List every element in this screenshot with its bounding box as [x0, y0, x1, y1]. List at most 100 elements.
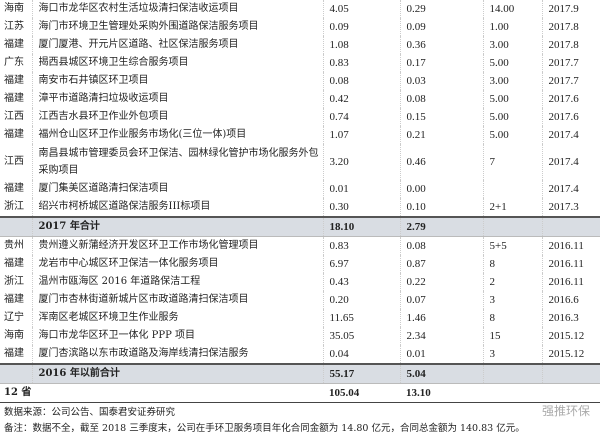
table-row: 海南 海口市龙华区农村生活垃圾清扫保洁收运项目 4.05 0.29 14.00 2017.…	[0, 0, 600, 18]
province-cell: 江西	[4, 111, 24, 122]
annual-amount-cell: 0.00	[399, 180, 483, 198]
annual-amount-cell: 1.46	[399, 309, 483, 327]
date-cell: 2017.4	[541, 126, 600, 144]
years-cell: 5+5	[482, 236, 542, 255]
date-cell: 2016.11	[541, 273, 600, 291]
years-cell: 5.00	[482, 126, 542, 144]
province-cell: 广东	[4, 57, 24, 68]
province-cell: 辽宁	[4, 312, 24, 323]
total-amount-cell: 0.04	[322, 345, 400, 364]
years-cell: 5.00	[482, 108, 542, 126]
date-cell: 2017.8	[541, 36, 600, 54]
date-cell: 2015.12	[541, 327, 600, 345]
province-cell: 福建	[4, 129, 24, 140]
total-amount-cell: 0.42	[322, 90, 400, 108]
years-cell: 7	[482, 144, 542, 180]
table-row: 福建 福州仓山区环卫作业服务市场化(三位一体)项目 1.07 0.21 5.00 2017…	[0, 126, 600, 144]
total-amount-cell: 35.05	[322, 327, 400, 345]
table-row: 江西 江西吉水县环卫作业外包项目 0.74 0.15 5.00 2017.6	[0, 108, 600, 126]
table-row: 江西 南昌县城市管理委员会环卫保洁、园林绿化管护市场化服务外包采购项目 3.20 0.…	[0, 144, 600, 180]
date-cell: 2017.8	[541, 18, 600, 36]
province-cell: 福建	[4, 294, 24, 305]
project-name-cell: 南昌县城市管理委员会环卫保洁、园林绿化管护市场化服务外包采购项目	[31, 144, 323, 180]
table-row: 贵州 贵州遵义新蒲经济开发区环卫工作市场化管理项目 0.83 0.08 5+5 2016.…	[0, 236, 600, 255]
years-cell: 3	[482, 345, 542, 364]
project-name-cell: 厦门厦港、开元片区道路、社区保洁服务项目	[31, 36, 323, 54]
annual-amount-cell: 0.08	[399, 90, 483, 108]
table-row: 海南 海口市龙华区环卫一体化 PPP 项目 35.05 2.34 15 2015.12	[0, 327, 600, 345]
annual-amount-cell: 0.21	[399, 126, 483, 144]
date-cell: 2017.6	[541, 108, 600, 126]
total-amount-cell: 1.07	[322, 126, 400, 144]
project-name-cell: 江西吉水县环卫作业外包项目	[31, 108, 323, 126]
years-cell: 3.00	[482, 72, 542, 90]
total-amount-cell: 4.05	[322, 0, 400, 18]
annual-amount-cell: 0.15	[399, 108, 483, 126]
table-row: 福建 漳平市道路清扫垃圾收运项目 0.42 0.08 5.00 2017.6	[0, 90, 600, 108]
watermark: 强推环保	[541, 404, 590, 418]
table-row: 福建 厦门市杏林街道新城片区市政道路清扫保洁项目 0.20 0.07 3 2016.6	[0, 291, 600, 309]
annual-amount-cell: 0.87	[399, 255, 483, 273]
date-cell: 2016.11	[541, 236, 600, 255]
years-cell: 5.00	[482, 90, 542, 108]
total-amount-cell: 0.83	[322, 236, 400, 255]
annual-amount-cell: 0.36	[399, 36, 483, 54]
years-cell: 3	[482, 291, 542, 309]
date-cell: 2017.9	[541, 0, 600, 18]
total-amount-cell: 0.74	[322, 108, 400, 126]
table-row: 江苏 海门市环境卫生管理处采购外围道路保洁服务项目 0.09 0.09 1.00 2017…	[0, 18, 600, 36]
annual-amount-cell: 2.34	[399, 327, 483, 345]
province-cell: 海南	[4, 330, 24, 341]
project-name-cell: 厦门市杏林街道新城片区市政道路清扫保洁项目	[31, 291, 323, 309]
date-cell: 2016.3	[541, 309, 600, 327]
project-name-cell: 温州市瓯海区 2016 年道路保洁工程	[31, 273, 323, 291]
total-amount-cell: 11.65	[322, 309, 400, 327]
province-cell: 江西	[4, 156, 24, 167]
annual-amount-cell: 0.08	[399, 236, 483, 255]
grand-annual: 13.10	[400, 383, 483, 403]
total-amount-cell: 0.30	[322, 198, 400, 217]
province-cell: 贵州	[4, 240, 24, 251]
total-amount-cell: 0.20	[322, 291, 400, 309]
project-name-cell: 海口市龙华区环卫一体化 PPP 项目	[31, 327, 323, 345]
project-name-cell: 海口市龙华区农村生活垃圾清扫保洁收运项目	[31, 0, 323, 18]
grand-label: 12 省	[0, 383, 323, 403]
table-row: 福建 厦门厦港、开元片区道路、社区保洁服务项目 1.08 0.36 3.00 2017.8	[0, 36, 600, 54]
date-cell: 2017.3	[541, 198, 600, 217]
total-amount-cell: 0.83	[322, 54, 400, 72]
total-amount-cell: 0.09	[322, 18, 400, 36]
date-cell: 2016.6	[541, 291, 600, 309]
table-row: 广东 揭西县城区环境卫生综合服务项目 0.83 0.17 5.00 2017.7	[0, 54, 600, 72]
total-amount-cell: 0.08	[322, 72, 400, 90]
province-cell: 浙江	[4, 276, 24, 287]
project-name-cell: 龙岩市中心城区环卫保洁一体化服务项目	[31, 255, 323, 273]
subtotal-annual: 2.79	[399, 216, 483, 237]
years-cell: 1.00	[482, 18, 542, 36]
subtotal-2017-row: 2017 年合计 18.10 2.79	[0, 216, 600, 237]
project-name-cell: 厦门集美区道路清扫保洁项目	[31, 180, 323, 198]
years-cell: 2+1	[482, 198, 542, 217]
province-cell: 浙江	[4, 201, 24, 212]
date-cell: 2017.7	[541, 54, 600, 72]
province-cell: 福建	[4, 183, 24, 194]
date-cell: 2015.12	[541, 345, 600, 364]
total-amount-cell: 0.43	[322, 273, 400, 291]
total-amount-cell: 1.08	[322, 36, 400, 54]
province-cell: 福建	[4, 258, 24, 269]
annual-amount-cell: 0.10	[399, 198, 483, 217]
subtotal-2016-row: 2016 年以前合计 55.17 5.04	[0, 363, 600, 384]
province-cell: 福建	[4, 39, 24, 50]
notes: 数据来源：公司公告、国泰君安证券研究 备注：数据不全，截至 2018 三季度末，…	[0, 403, 600, 439]
project-name-cell: 海门市环境卫生管理处采购外围道路保洁服务项目	[31, 18, 323, 36]
source-note: 数据来源：公司公告、国泰君安证券研究	[4, 407, 176, 418]
remark-note: 备注：数据不全，截至 2018 三季度末，公司在手环卫服务项目年化合同金额为 1…	[4, 423, 525, 434]
annual-amount-cell: 0.09	[399, 18, 483, 36]
annual-amount-cell: 0.03	[399, 72, 483, 90]
years-cell: 8	[482, 309, 542, 327]
table-row: 福建 龙岩市中心城区环卫保洁一体化服务项目 6.97 0.87 8 2016.11	[0, 255, 600, 273]
date-cell: 2016.11	[541, 255, 600, 273]
date-cell: 2017.7	[541, 72, 600, 90]
project-name-cell: 贵州遵义新蒲经济开发区环卫工作市场化管理项目	[31, 236, 323, 255]
project-name-cell: 福州仓山区环卫作业服务市场化(三位一体)项目	[31, 126, 323, 144]
date-cell: 2017.6	[541, 90, 600, 108]
